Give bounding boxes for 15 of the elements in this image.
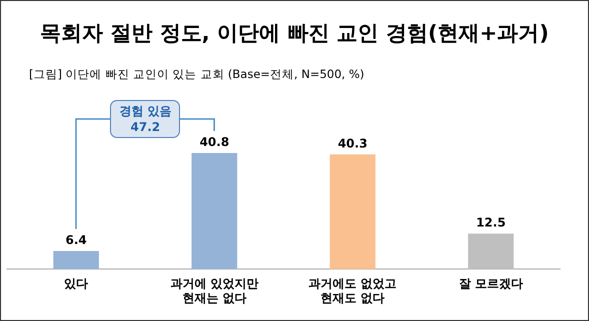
data-label: 40.8 [200,135,230,150]
x-tick-label: 잘 모르겠다 [458,276,523,291]
data-label: 12.5 [476,216,506,230]
text: 경험 있음 47.2 [110,100,180,138]
x-tick-label: 과거에도 없었고 현재도 없다 [308,276,397,305]
chart-subtitle: [그림] 이단에 빠진 교인이 있는 교회 (Base=전체, N=500, %) [29,67,364,82]
x-tick-label: 과거에 있었지만 현재는 없다 [170,276,258,305]
bar [330,154,376,270]
x-tick-label: 있다 [64,276,88,291]
bar [53,250,99,270]
bar [468,234,514,270]
bar [192,153,238,270]
data-label: 40.3 [338,136,368,151]
chart-title: 목회자 절반 정도, 이단에 빠진 교인 경험(현재+과거) [39,20,550,47]
data-label: 6.4 [65,233,87,248]
